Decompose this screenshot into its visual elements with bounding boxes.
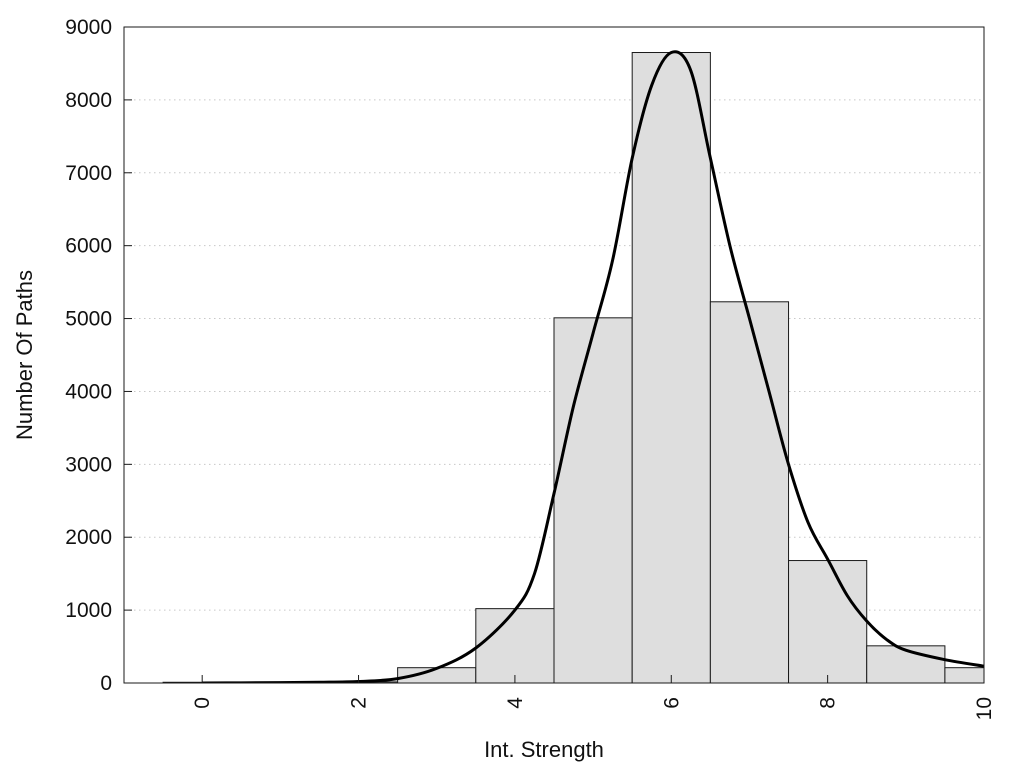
y-tick-label-3000: 3000 bbox=[65, 453, 112, 476]
histogram-bar-10 bbox=[944, 667, 984, 683]
y-tick-label-8000: 8000 bbox=[65, 89, 112, 112]
fit-curve-layer bbox=[202, 50, 984, 683]
x-axis-ticks: 0 2 4 6 8 10 bbox=[191, 675, 996, 720]
x-tick-label-10: 10 bbox=[973, 697, 996, 720]
y-tick-label-1000: 1000 bbox=[65, 599, 112, 622]
y-tick-label-2000: 2000 bbox=[65, 526, 112, 549]
histogram-bar-8 bbox=[788, 560, 868, 683]
plot-frame bbox=[123, 26, 985, 684]
x-axis-label: Int. Strength bbox=[484, 737, 604, 762]
x-tick-label-2: 2 bbox=[348, 697, 371, 709]
y-axis-ticks: 0 1000 2000 3000 4000 5000 6000 7000 8000 9000 bbox=[65, 16, 132, 695]
y-tick-label-7000: 7000 bbox=[65, 162, 112, 185]
histogram-bar-6 bbox=[631, 52, 711, 683]
histogram-bar-9 bbox=[866, 645, 946, 683]
histogram-bar-5 bbox=[553, 317, 633, 683]
y-tick-label-0: 0 bbox=[100, 672, 112, 695]
x-tick-label-8: 8 bbox=[817, 697, 840, 709]
histogram-bars bbox=[162, 52, 984, 683]
x-tick-label-0: 0 bbox=[191, 697, 214, 709]
histogram-bar-4 bbox=[475, 608, 555, 683]
fit-curve bbox=[202, 50, 984, 683]
histogram-bar-7 bbox=[709, 301, 790, 683]
y-axis-label: Number Of Paths bbox=[12, 270, 37, 440]
y-tick-label-4000: 4000 bbox=[65, 380, 112, 403]
y-tick-label-9000: 9000 bbox=[65, 16, 112, 39]
x-tick-label-6: 6 bbox=[660, 697, 683, 709]
y-tick-label-5000: 5000 bbox=[65, 308, 112, 331]
y-tick-label-6000: 6000 bbox=[65, 235, 112, 258]
x-tick-label-4: 4 bbox=[504, 697, 527, 709]
